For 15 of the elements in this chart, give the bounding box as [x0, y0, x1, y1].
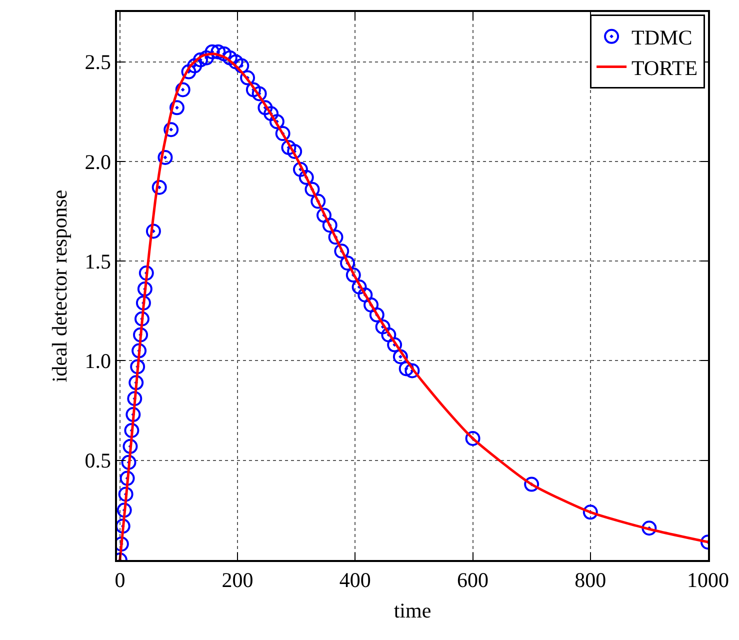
x-tick-label: 1000 [687, 568, 729, 592]
legend-label: TDMC [632, 26, 692, 50]
y-tick-label: 1.5 [84, 249, 112, 274]
x-tick-label: 600 [457, 568, 489, 592]
y-tick-label: 2.5 [84, 50, 112, 74]
x-tick-label: 400 [339, 568, 371, 592]
x-axis-title: time [394, 598, 432, 623]
y-tick-label: 1.0 [84, 349, 112, 374]
x-tick-label: 200 [222, 568, 254, 592]
y-tick-label: 2.0 [84, 150, 112, 174]
legend-label: TORTE [632, 56, 698, 80]
y-axis-title: ideal detector response [47, 190, 72, 382]
x-tick-label: 0 [114, 568, 126, 592]
y-tick-label: 0.5 [84, 448, 112, 473]
x-tick-label: 800 [574, 568, 606, 592]
